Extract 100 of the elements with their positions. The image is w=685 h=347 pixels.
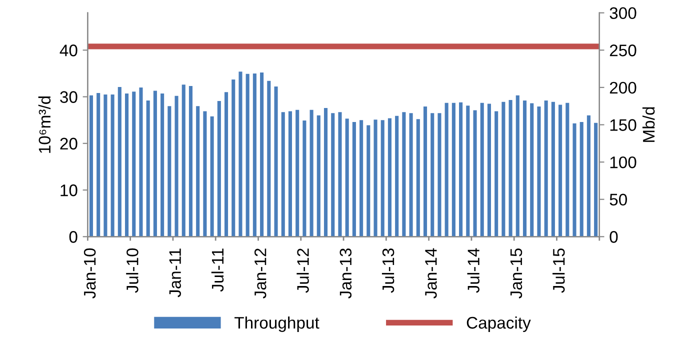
bar: [395, 116, 399, 237]
bar: [480, 102, 484, 237]
y-tick-label: 10: [60, 184, 78, 196]
bar: [160, 94, 164, 237]
bar: [153, 90, 157, 237]
bar: [402, 112, 406, 237]
bar: [409, 113, 413, 237]
bar: [232, 80, 236, 237]
bar: [267, 80, 271, 237]
bar: [124, 94, 129, 237]
bar: [366, 125, 370, 237]
bar: [168, 106, 172, 237]
bar: [146, 100, 150, 237]
bar: [196, 106, 200, 237]
bar: [508, 100, 512, 237]
bar: [296, 110, 300, 237]
bar: [288, 111, 292, 237]
bar: [238, 72, 242, 237]
bar: [252, 73, 256, 237]
bar: [132, 92, 136, 237]
bar: [494, 111, 498, 237]
bar: [551, 102, 555, 237]
bar: [586, 115, 590, 237]
bar: [594, 122, 598, 237]
y2-tick-label: 150: [610, 119, 636, 131]
bar: [516, 95, 520, 237]
bar: [345, 118, 349, 237]
bar: [96, 93, 100, 237]
bar: [281, 112, 285, 237]
bar: [338, 112, 342, 237]
bar: [316, 115, 320, 237]
y2-tick-label: 200: [610, 82, 636, 94]
bar: [139, 87, 143, 237]
bar: [182, 84, 186, 237]
y2-tick-label: 300: [610, 7, 636, 20]
y-tick-label: 40: [60, 44, 78, 56]
bar: [217, 100, 221, 237]
x-tick-label: Jan-14: [425, 248, 437, 298]
bar: [118, 86, 122, 237]
y2-tick-label: 50: [610, 194, 627, 206]
y2-axis-title: Mb/d: [642, 107, 655, 142]
y-tick-label: 30: [60, 91, 78, 103]
bar: [530, 103, 534, 237]
x-tick-label: Jan-15: [510, 248, 522, 298]
x-tick-label: Jul-13: [382, 248, 394, 293]
bar: [466, 106, 470, 237]
bar: [537, 106, 541, 237]
bar: [224, 92, 228, 237]
bar: [580, 122, 584, 237]
bar: [174, 96, 178, 237]
x-tick-label: Jan-12: [254, 248, 266, 298]
y2-tick-label: 250: [610, 44, 636, 56]
bar: [203, 111, 207, 237]
bar: [566, 102, 570, 237]
bar: [558, 104, 562, 237]
bar: [452, 102, 456, 237]
bar: [352, 122, 356, 237]
bar: [302, 120, 306, 237]
x-tick-label: Jul-11: [211, 248, 224, 292]
bar: [246, 74, 250, 237]
bar: [416, 119, 420, 237]
bar: [430, 113, 434, 237]
bar: [388, 118, 392, 237]
bar: [487, 104, 491, 237]
bar: [544, 100, 548, 237]
x-tick-label: Jan-10: [84, 248, 96, 298]
bar: [459, 102, 463, 237]
bar: [274, 86, 278, 237]
bar: [324, 108, 328, 237]
bar: [522, 100, 527, 237]
bar: [310, 110, 314, 237]
x-tick-label: Jul-12: [296, 248, 309, 293]
bar: [260, 72, 264, 237]
bar: [110, 94, 114, 237]
legend-label: Throughput: [234, 316, 320, 332]
bar: [89, 95, 94, 237]
x-tick-label: Jan-13: [340, 248, 352, 298]
x-tick-label: Jan-11: [169, 248, 181, 298]
bar: [360, 120, 364, 237]
bar: [444, 102, 448, 237]
bar: [572, 123, 576, 237]
bar: [380, 120, 384, 237]
y-axis-title: 10⁶m³/d: [38, 96, 51, 153]
y2-tick-label: 100: [610, 156, 636, 168]
bar: [423, 106, 428, 237]
bar: [502, 102, 506, 237]
bar: [188, 86, 193, 237]
x-tick-label: Jul-10: [126, 248, 138, 293]
bar: [331, 113, 335, 237]
y-tick-label: 0: [69, 231, 78, 243]
bar: [104, 94, 108, 237]
bar: [438, 113, 442, 237]
bar: [374, 120, 378, 237]
legend-label: Capacity: [466, 316, 531, 332]
x-tick-label: Jul-14: [467, 248, 480, 293]
y2-tick-label: 0: [610, 231, 618, 243]
x-tick-label: Jul-15: [552, 248, 565, 293]
bar: [210, 116, 214, 237]
bar: [473, 110, 477, 237]
y-tick-label: 20: [60, 138, 78, 150]
